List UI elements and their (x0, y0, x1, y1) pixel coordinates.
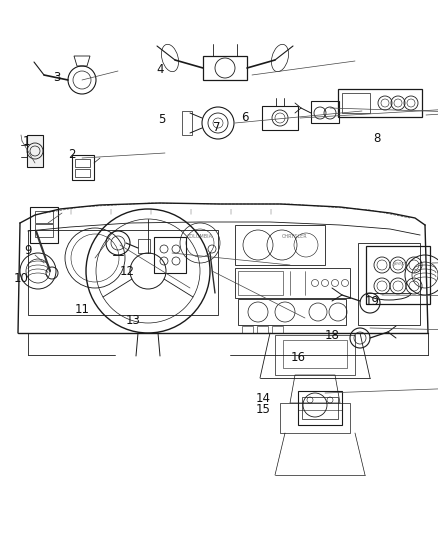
Bar (358, 243, 420, 325)
Bar (72, 155, 94, 180)
Text: |: | (109, 208, 111, 214)
Text: 15: 15 (255, 403, 270, 416)
Text: 1: 1 (22, 135, 30, 148)
Text: 3: 3 (53, 71, 60, 84)
Text: |: | (269, 208, 271, 214)
Text: |: | (229, 208, 231, 214)
Bar (257, 326, 268, 333)
Text: 6: 6 (241, 111, 249, 124)
Bar (75, 159, 90, 167)
Bar (342, 93, 370, 113)
Bar (35, 211, 53, 223)
Bar (272, 326, 283, 333)
Bar (235, 225, 325, 265)
Bar (311, 101, 339, 123)
Text: |: | (149, 208, 151, 214)
Text: 11: 11 (75, 303, 90, 316)
Bar (275, 335, 355, 375)
Bar (75, 169, 90, 177)
Text: 19: 19 (365, 295, 380, 308)
Text: CHRYSLER: CHRYSLER (282, 235, 308, 239)
Text: 2: 2 (68, 148, 76, 161)
Bar (235, 268, 350, 298)
Text: 13: 13 (126, 314, 141, 327)
Text: 14: 14 (255, 392, 270, 405)
Bar (302, 397, 338, 419)
Bar (283, 340, 347, 368)
Text: 18: 18 (325, 329, 339, 342)
Bar (238, 271, 283, 295)
Text: 4: 4 (156, 63, 164, 76)
Bar (298, 391, 342, 425)
Text: 5: 5 (159, 114, 166, 126)
Text: 9: 9 (25, 244, 32, 257)
Bar (28, 230, 218, 315)
Text: 16: 16 (290, 351, 305, 364)
Bar (30, 207, 58, 243)
Text: 8: 8 (373, 132, 380, 145)
Text: |: | (69, 208, 71, 214)
Bar (262, 106, 298, 130)
Bar (338, 89, 422, 117)
Bar (242, 326, 253, 333)
Bar (154, 237, 186, 273)
Text: 10: 10 (14, 272, 28, 285)
Text: |: | (189, 208, 191, 214)
Text: Jeep: Jeep (394, 261, 406, 265)
Bar (366, 246, 430, 304)
Bar (238, 299, 346, 325)
Text: COLOMBIA: COLOMBIA (187, 235, 213, 239)
Bar (203, 56, 247, 80)
Bar (27, 135, 43, 167)
Bar (280, 403, 350, 433)
Text: 7: 7 (213, 122, 221, 134)
Bar (182, 111, 192, 135)
Bar (138, 239, 150, 253)
Text: 12: 12 (120, 265, 134, 278)
Bar (35, 224, 53, 237)
